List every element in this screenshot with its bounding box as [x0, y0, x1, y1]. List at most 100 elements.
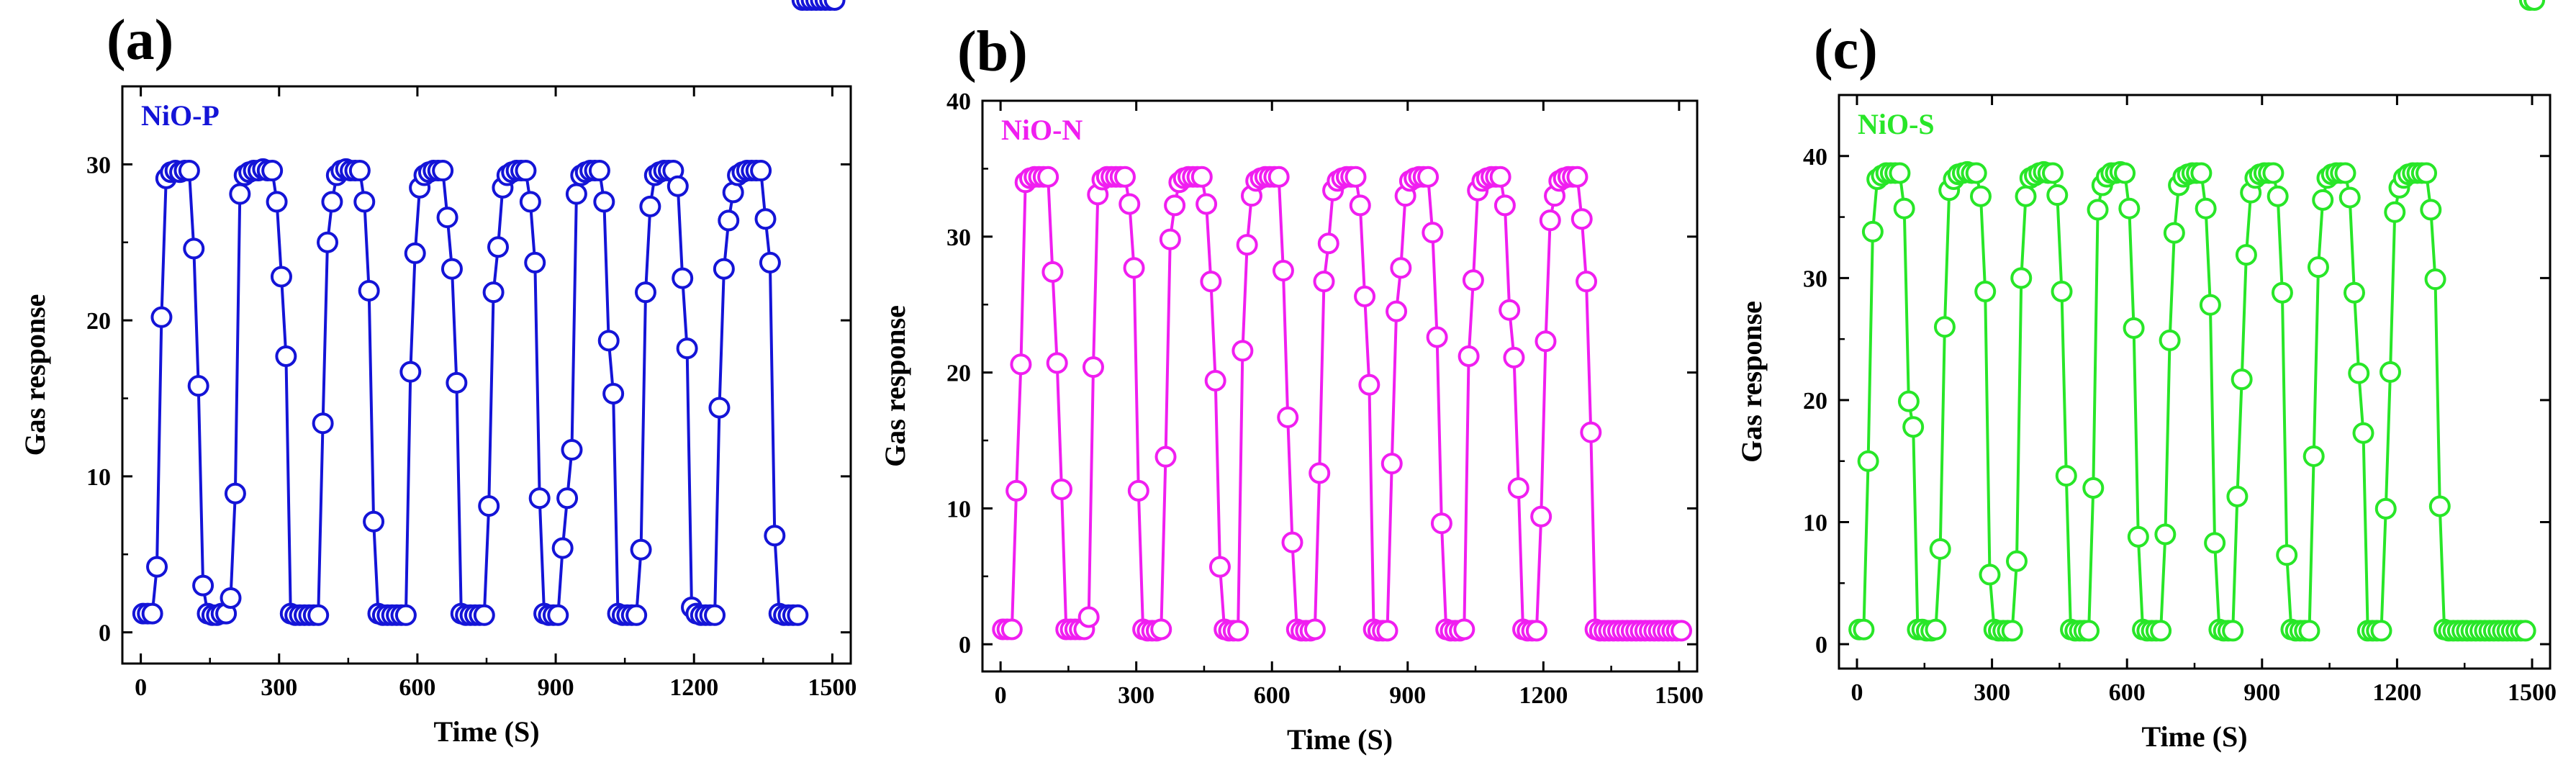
data-point	[1349, 194, 1371, 217]
data-point	[764, 525, 786, 547]
data-point	[1893, 197, 1915, 219]
data-point	[1535, 330, 1557, 353]
data-point	[432, 160, 454, 182]
x-tick-label: 600	[2109, 679, 2146, 706]
data-point	[750, 160, 772, 182]
data-point	[1190, 166, 1213, 188]
data-point	[593, 191, 615, 213]
data-point	[353, 191, 376, 213]
data-point	[1376, 620, 1398, 642]
data-point	[1576, 271, 1598, 293]
y-axis-title: Gas response	[19, 294, 51, 456]
data-point	[1933, 316, 1956, 338]
data-point	[625, 604, 648, 626]
data-point	[759, 251, 781, 273]
y-tick-label: 20	[1803, 388, 1827, 415]
data-point	[2222, 620, 2244, 642]
data-point	[478, 495, 500, 517]
data-point	[358, 279, 380, 302]
data-point	[2338, 186, 2361, 209]
data-point	[2302, 445, 2325, 467]
y-tick-label: 10	[1803, 510, 1827, 537]
panel-label: (c)	[1814, 18, 1878, 81]
data-point	[2190, 162, 2213, 184]
data-point	[1037, 166, 1059, 188]
data-point	[1041, 261, 1064, 283]
data-point	[524, 251, 546, 273]
data-point	[1272, 260, 1294, 282]
data-point	[713, 258, 735, 280]
data-point	[2010, 267, 2033, 289]
data-point	[229, 183, 251, 205]
data-point	[1580, 421, 1602, 443]
data-point	[2001, 620, 2023, 642]
data-point	[436, 207, 458, 229]
data-point	[2415, 162, 2438, 184]
x-tick-label: 1500	[2508, 679, 2557, 706]
data-point	[1925, 618, 1947, 641]
data-point	[1231, 340, 1254, 362]
data-point	[1929, 538, 1951, 560]
data-point	[676, 338, 698, 360]
x-tick-label: 600	[1254, 682, 1291, 709]
x-tick-label: 1500	[1655, 682, 1704, 709]
data-point	[187, 375, 209, 397]
data-point	[2424, 268, 2446, 291]
data-point	[275, 345, 297, 367]
data-point	[515, 160, 537, 182]
data-point	[261, 160, 284, 182]
x-tick-label: 1200	[1519, 682, 1568, 709]
data-point	[1150, 618, 1172, 641]
data-point	[399, 361, 422, 383]
data-point	[1897, 390, 1920, 412]
data-point	[487, 236, 510, 258]
data-point	[266, 191, 288, 213]
data-point	[1979, 564, 2001, 586]
data-point	[634, 281, 656, 304]
data-point	[2055, 465, 2077, 487]
x-tick-label: 0	[135, 674, 147, 701]
data-point	[1539, 209, 1561, 232]
data-point	[704, 604, 726, 626]
x-axis-title: Time (S)	[2141, 720, 2247, 753]
data-point	[1857, 450, 1879, 472]
chart-panel-2: (b) 0 300 600 900 1200 1500 0 10 20 30 40 Time (S) Ga…	[879, 20, 1704, 756]
y-tick-label: 30	[1803, 266, 1827, 292]
data-point	[440, 258, 463, 280]
data-point	[2114, 162, 2136, 184]
data-point	[2150, 620, 2172, 642]
data-point	[2370, 620, 2392, 642]
chart-panel-3: (c) 0 300 600 900 1200 1500 0 10 20 30 40 Time (S) Ga…	[1735, 0, 2557, 753]
data-point	[1671, 620, 1693, 642]
data-point	[1005, 479, 1028, 502]
data-point	[482, 281, 505, 304]
data-point	[2276, 544, 2298, 566]
data-point	[2127, 525, 2149, 548]
data-point	[2523, 0, 2546, 11]
data-point	[1853, 618, 1875, 641]
x-tick-label: 0	[1851, 679, 1863, 706]
data-point	[446, 371, 468, 394]
data-point	[150, 306, 173, 328]
data-point	[1889, 162, 1911, 184]
data-point	[1236, 234, 1258, 256]
data-point	[2312, 189, 2334, 211]
data-point	[1123, 257, 1145, 279]
data-point	[2420, 199, 2442, 221]
y-tick-label: 30	[86, 152, 111, 178]
data-point	[787, 604, 809, 626]
data-point	[561, 439, 583, 461]
data-point	[1050, 478, 1072, 500]
data-point	[2226, 485, 2249, 507]
data-point	[1164, 194, 1186, 217]
data-point	[1861, 220, 1884, 243]
data-point	[1303, 618, 1326, 641]
data-point	[1227, 620, 1249, 642]
data-point	[2352, 422, 2374, 444]
data-point	[1417, 166, 1440, 188]
data-point	[556, 487, 579, 510]
data-point	[141, 602, 163, 625]
x-tick-label: 1200	[2372, 679, 2421, 706]
panel-label: (b)	[957, 20, 1028, 83]
data-point	[2082, 477, 2105, 499]
